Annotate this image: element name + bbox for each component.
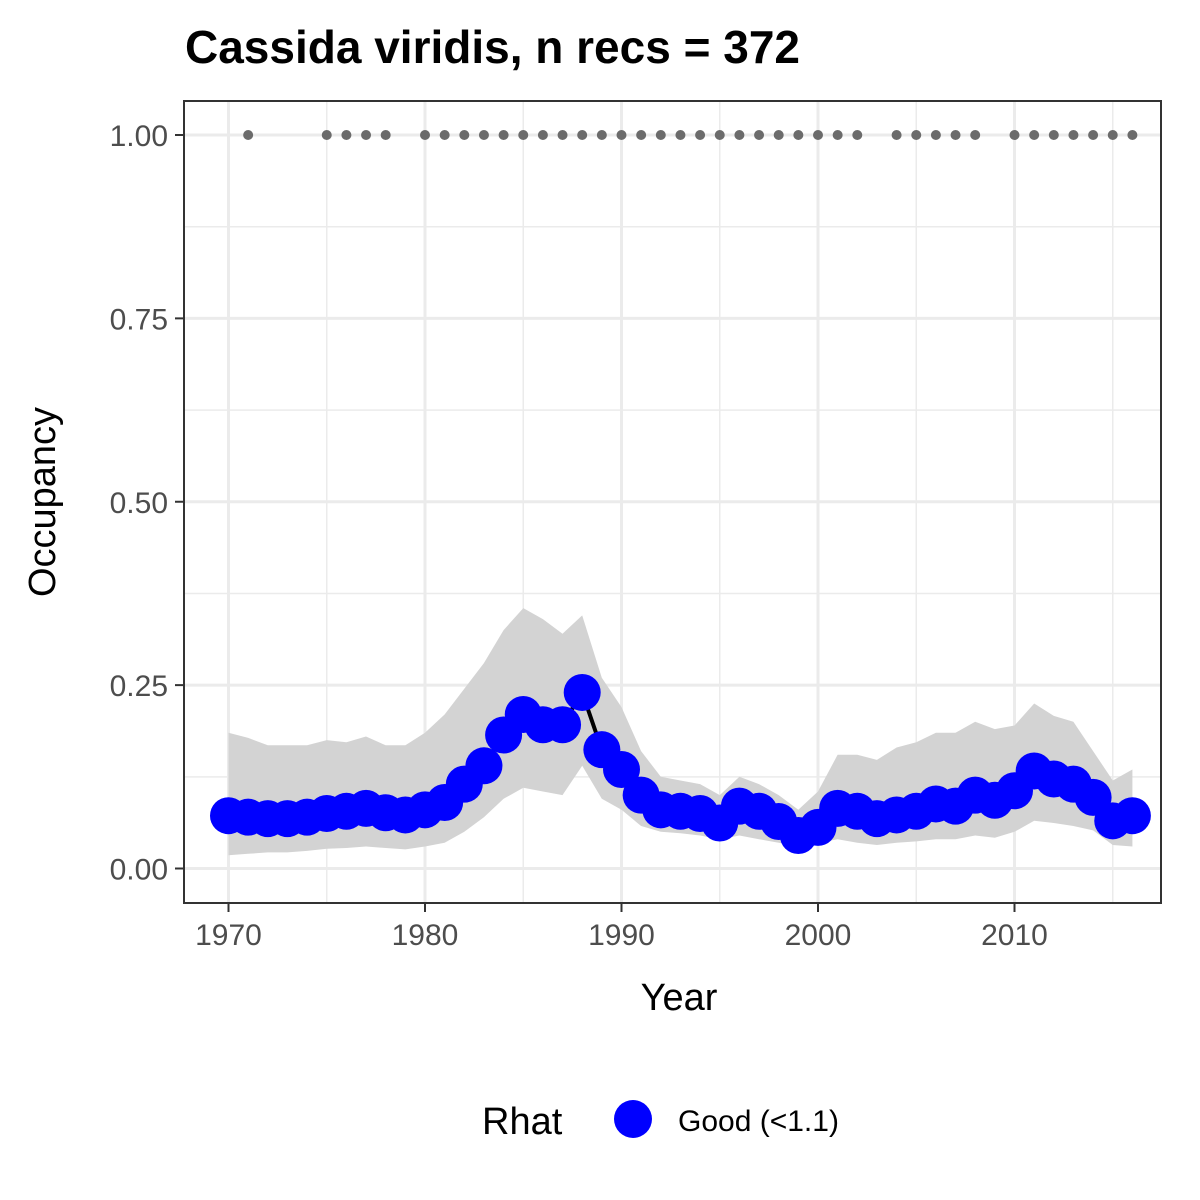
record-point (596, 130, 607, 140)
legend-key-good (614, 1100, 652, 1138)
x-tick-label: 1990 (588, 919, 655, 952)
occupancy-point (563, 673, 601, 711)
record-point (439, 130, 450, 140)
occupancy-points-layer (210, 673, 1151, 854)
y-axis: 0.00 0.25 0.50 0.75 1.00 (110, 120, 184, 887)
record-point (734, 130, 745, 140)
record-point (1107, 130, 1118, 140)
record-point (1009, 130, 1020, 140)
record-point (616, 130, 627, 140)
record-point (950, 130, 961, 140)
occupancy-point (1113, 797, 1151, 835)
record-point (675, 130, 686, 140)
legend-label-good: Good (<1.1) (678, 1105, 839, 1138)
record-point (478, 130, 489, 140)
y-tick-label: 0.25 (110, 670, 168, 703)
y-tick-label: 0.00 (110, 854, 168, 887)
record-point (380, 130, 391, 140)
chart-title: Cassida viridis, n recs = 372 (185, 21, 800, 73)
x-tick-label: 2000 (785, 919, 852, 952)
y-tick-label: 0.75 (110, 303, 168, 336)
record-point (1088, 130, 1099, 140)
record-point (243, 130, 254, 140)
record-point (1048, 130, 1059, 140)
x-tick-label: 2010 (981, 919, 1048, 952)
record-point (1068, 130, 1079, 140)
y-axis-title: Occupancy (22, 407, 64, 597)
legend: Rhat Good (<1.1) (482, 1100, 839, 1143)
occupancy-point (544, 706, 582, 744)
x-tick-label: 1970 (195, 919, 262, 952)
record-point (813, 130, 823, 140)
record-point (793, 130, 804, 140)
record-point (930, 130, 941, 140)
record-point (852, 130, 863, 140)
record-point (911, 130, 922, 140)
record-point (361, 130, 372, 140)
y-tick-label: 1.00 (110, 120, 168, 153)
x-axis: 1970 1980 1990 2000 2010 (195, 903, 1048, 952)
record-point (321, 130, 332, 140)
record-point (577, 130, 588, 140)
record-point (714, 130, 725, 140)
record-point (1029, 130, 1040, 140)
x-tick-label: 1980 (392, 919, 459, 952)
record-point (695, 130, 706, 140)
record-point (891, 130, 902, 140)
record-point (498, 130, 509, 140)
legend-title: Rhat (482, 1101, 563, 1143)
occupancy-point (465, 747, 503, 785)
record-point (420, 130, 430, 140)
record-point (970, 130, 981, 140)
record-point (537, 130, 548, 140)
record-point (341, 130, 352, 140)
record-point (832, 130, 843, 140)
record-point (636, 130, 647, 140)
record-point (754, 130, 765, 140)
record-point (459, 130, 470, 140)
occupancy-point (603, 750, 640, 788)
records-layer (243, 130, 1138, 140)
record-point (655, 130, 666, 140)
y-tick-label: 0.50 (110, 487, 168, 520)
record-point (518, 130, 529, 140)
x-axis-title: Year (641, 977, 718, 1019)
record-point (557, 130, 568, 140)
record-point (1127, 130, 1138, 140)
record-point (773, 130, 784, 140)
